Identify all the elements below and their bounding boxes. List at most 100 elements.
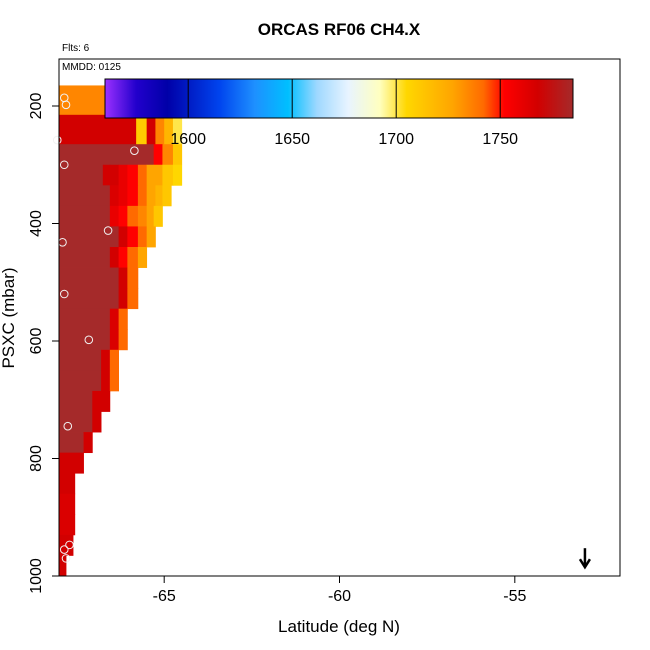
heatmap-cell (109, 308, 120, 330)
heatmap-cell (59, 288, 120, 310)
heatmap-cell (118, 205, 128, 227)
heatmap-cell (127, 205, 139, 227)
data-point (84, 335, 94, 345)
heatmap-cell (153, 164, 163, 186)
heatmap-cell (162, 185, 172, 207)
colorbar-gradient (104, 78, 574, 119)
heatmap-cell (59, 390, 93, 412)
heatmap-cell (127, 288, 139, 310)
data-point (65, 540, 74, 550)
heatmap-cell (162, 164, 174, 186)
heatmap-cell (109, 205, 120, 227)
y-tick-label: 200 (28, 93, 45, 120)
colorbar-tick-label: 1600 (170, 131, 206, 148)
heatmap-cell (118, 267, 128, 289)
heatmap-cell (146, 226, 156, 248)
heatmap-cell (59, 85, 112, 116)
heatmap-cell (109, 247, 120, 268)
colorbar-tick-label: 1750 (482, 131, 518, 148)
data-point (59, 160, 69, 170)
heatmap-cell (109, 329, 120, 351)
heatmap-cells (59, 85, 193, 577)
heatmap-cell (59, 114, 137, 145)
heatmap-cell (59, 432, 84, 454)
x-tick-label: -65 (153, 588, 176, 605)
flights-label: Flts: 6 (62, 43, 90, 54)
x-tick-label: -55 (503, 588, 526, 605)
heatmap-cell (59, 514, 76, 536)
data-point (61, 100, 71, 110)
heatmap-cell (102, 164, 111, 186)
heatmap-cell (118, 329, 128, 351)
heatmap-cell (59, 205, 111, 227)
heatmap-cell (155, 185, 163, 207)
heatmap-cell (59, 267, 120, 289)
heatmap-cell (137, 164, 148, 186)
heatmap-cell (118, 185, 128, 207)
heatmap-cell (109, 164, 120, 186)
heatmap-cell (127, 226, 139, 248)
heatmap-cell (153, 205, 163, 227)
heatmap-cell (127, 185, 139, 207)
x-axis: -65 -60 -55 (153, 576, 526, 605)
colorbar-ticks: 1600 1650 1700 1750 (170, 79, 518, 148)
chart-title: ORCAS RF06 CH4.X (258, 20, 421, 39)
y-tick-label: 1000 (28, 558, 45, 594)
heatmap-cell (59, 452, 84, 474)
heatmap-cell (109, 349, 120, 371)
heatmap-cell (127, 164, 139, 186)
heatmap-cell (172, 114, 183, 145)
y-tick-label: 400 (28, 210, 45, 237)
heatmap-cell (59, 555, 67, 577)
heatmap-cell (146, 185, 156, 207)
heatmap-cell (172, 144, 183, 166)
heatmap-cell (59, 144, 155, 166)
heatmap-cell (164, 114, 174, 145)
heatmap-cell (127, 267, 139, 289)
heatmap-cell (59, 370, 102, 392)
heatmap-cell (83, 432, 93, 454)
date-label: MMDD: 0125 (62, 62, 121, 73)
heatmap-cell (162, 144, 174, 166)
x-tick-label: -60 (328, 588, 351, 605)
heatmap-cell (59, 308, 111, 330)
arrow-down-icon (578, 548, 591, 570)
heatmap-cell (137, 247, 148, 268)
heatmap-cell (59, 493, 76, 515)
colorbar-tick-label: 1700 (378, 131, 414, 148)
data-point (61, 554, 71, 563)
heatmap-cell (109, 185, 120, 207)
heatmap-cell (118, 226, 128, 248)
x-axis-label: Latitude (deg N) (278, 617, 400, 636)
heatmap-cell (59, 247, 111, 268)
data-point (59, 289, 69, 299)
heatmap-cell (118, 247, 128, 268)
data-point (130, 146, 139, 155)
data-point (103, 226, 113, 235)
heatmap-cell (59, 411, 93, 433)
heatmap-cell (155, 114, 165, 145)
heatmap-cell (136, 114, 148, 145)
heatmap-cell (127, 247, 139, 268)
data-point (59, 545, 69, 554)
heatmap-cell (59, 185, 111, 207)
y-tick-label: 600 (28, 328, 45, 355)
heatmap-cell (118, 288, 128, 310)
heatmap-cell (146, 164, 155, 186)
heatmap-cell (137, 226, 148, 248)
y-axis-label: PSXC (mbar) (0, 267, 18, 368)
heatmap-cell (146, 114, 156, 145)
heatmap-cell (59, 473, 76, 495)
heatmap-cell (137, 185, 148, 207)
heatmap-cell (109, 370, 120, 392)
y-axis: 200 400 600 800 1000 (28, 93, 59, 594)
heatmap-cell (92, 411, 102, 433)
y-tick-label: 800 (28, 445, 45, 472)
heatmap-cell (101, 349, 111, 371)
heatmap-cell (59, 226, 120, 248)
heatmap-cell (101, 370, 111, 392)
data-point (52, 135, 62, 145)
heatmap-cell (118, 308, 128, 330)
heatmap-cell (92, 390, 111, 412)
